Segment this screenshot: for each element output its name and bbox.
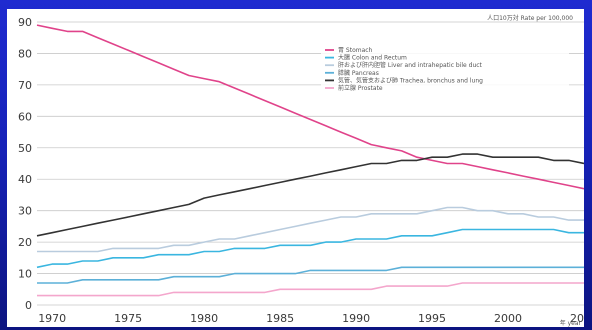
y-axis-ticks: 0 10 20 30 40 50 60 70 80 90 [18,16,32,312]
legend-label-0: 胃 Stomach [338,47,373,54]
legend-label-3: 膵臓 Pancreas [338,69,379,77]
series-line-4 [36,153,584,237]
x-tick-label-2005: 2005 [570,312,584,325]
legend-label-2: 肝および肝内胆管 Liver and intrahepatic bile duc… [338,61,483,69]
x-tick-label-1995: 1995 [418,312,446,325]
y-tick-label-50: 50 [18,142,32,155]
gridlines [37,21,584,306]
series-line-5 [37,282,584,297]
legend-box [321,44,569,94]
y-tick-label-0: 0 [25,299,32,312]
x-tick-label-1975: 1975 [114,312,142,325]
y-tick-label-30: 30 [18,205,32,218]
series-line-2 [37,206,584,253]
legend-label-5: 前立腺 Prostate [338,84,383,92]
chart-panel: 0 10 20 30 40 50 60 70 80 90 1970 1975 1980 1985 1990… [7,9,584,327]
y-tick-label-20: 20 [18,236,32,249]
y-tick-label-10: 10 [18,268,32,281]
line-chart: 0 10 20 30 40 50 60 70 80 90 1970 1975 1980 1985 1990… [18,14,584,327]
x-tick-label-1985: 1985 [266,312,294,325]
x-tick-label-2000: 2000 [494,312,522,325]
x-tick-label-1980: 1980 [190,312,218,325]
legend-label-1: 大腸 Colon and Rectum [338,54,407,62]
y-tick-label-70: 70 [18,79,32,92]
x-tick-label-1970: 1970 [38,312,66,325]
legend-label-4: 気管、気管支および肺 Trachea, bronchus and lung [338,76,483,84]
x-axis-ticks: 1970 1975 1980 1985 1990 1995 2000 2005 [38,312,584,325]
x-axis-unit: 年 year [560,319,582,327]
y-tick-label-80: 80 [18,47,32,60]
x-tick-label-1990: 1990 [342,312,370,325]
series-line-1 [36,228,584,269]
y-tick-label-60: 60 [18,110,32,123]
series-line-0 [36,24,584,190]
y-tick-label-90: 90 [18,16,32,29]
rate-note: 人口10万対 Rate per 100,000 [487,14,573,22]
series-lines [36,24,584,297]
y-tick-label-40: 40 [18,173,32,186]
series-line-3 [37,266,584,284]
